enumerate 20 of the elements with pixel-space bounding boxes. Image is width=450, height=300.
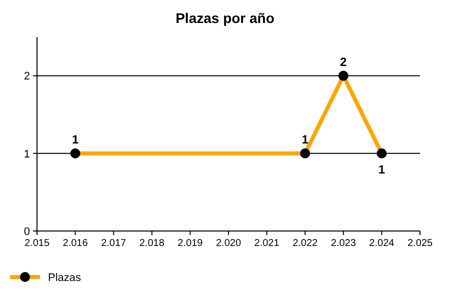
x-tick-label: 2.018: [139, 238, 165, 249]
x-tick-label: 2.020: [216, 238, 242, 249]
legend-label: Plazas: [48, 272, 82, 284]
data-label: 1: [378, 162, 386, 176]
y-tick-label: 0: [24, 226, 30, 238]
x-tick-label: 2.017: [101, 238, 127, 249]
y-tick-label: 1: [24, 148, 30, 160]
x-tick-label: 2.025: [407, 238, 433, 249]
data-label: 1: [72, 132, 79, 146]
x-tick-label: 2.015: [24, 238, 50, 249]
data-label: 2: [340, 54, 348, 69]
x-tick-label: 2.016: [62, 238, 88, 249]
x-tick-label: 2.021: [254, 238, 280, 249]
x-tick-label: 2.024: [369, 238, 395, 249]
x-tick-label: 2.023: [330, 238, 356, 249]
x-tick-label: 2.019: [178, 238, 204, 249]
data-label: 1: [302, 132, 309, 146]
chart-title: Plazas por año: [176, 10, 274, 26]
x-tick-label: 2.022: [292, 238, 318, 249]
y-tick-label: 2: [24, 70, 30, 83]
